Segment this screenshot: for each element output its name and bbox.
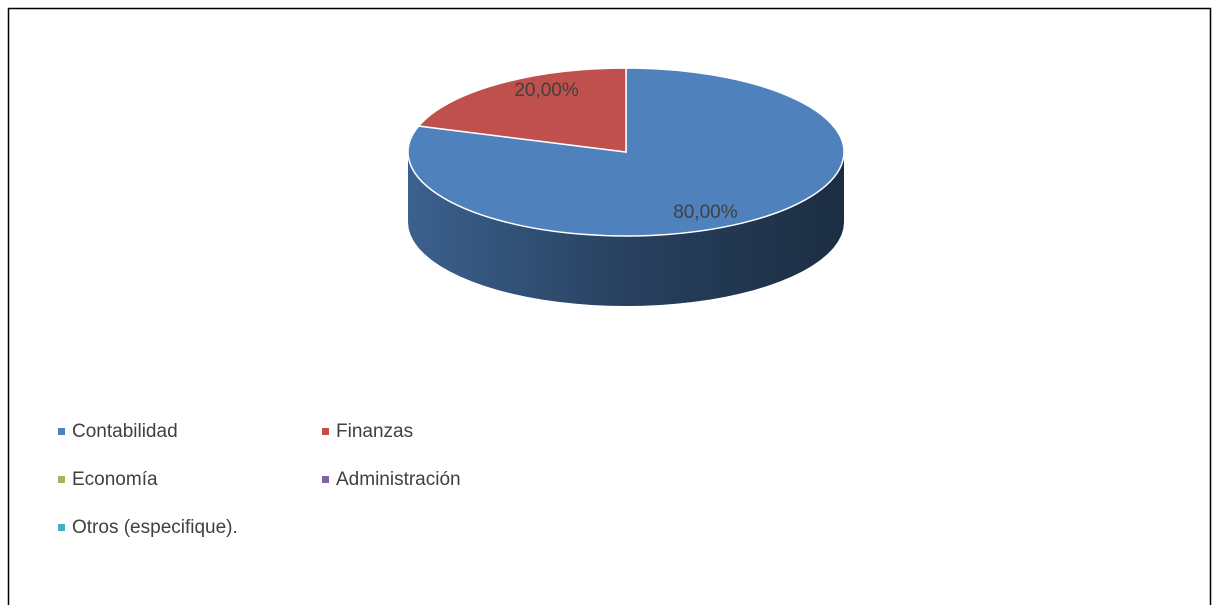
pie-side-shade xyxy=(408,152,844,306)
legend-label: Contabilidad xyxy=(72,421,178,442)
legend-marker xyxy=(322,476,329,483)
data-label: 80,00% xyxy=(673,202,738,223)
legend-marker xyxy=(58,524,65,531)
legend-marker xyxy=(58,476,65,483)
legend-marker xyxy=(58,428,65,435)
legend-label: Administración xyxy=(336,469,461,490)
legend: Contabilidad Finanzas Economía Administraci… xyxy=(58,421,461,538)
data-label: 20,00% xyxy=(514,80,579,101)
chart-border xyxy=(7,7,1212,605)
pie: 80,00% 20,00% xyxy=(407,67,845,306)
legend-label: Economía xyxy=(72,469,158,490)
legend-label: Finanzas xyxy=(336,421,413,442)
pie-slice xyxy=(417,67,627,153)
legend-marker xyxy=(322,428,329,435)
legend-label: Otros (especifique). xyxy=(72,517,238,538)
